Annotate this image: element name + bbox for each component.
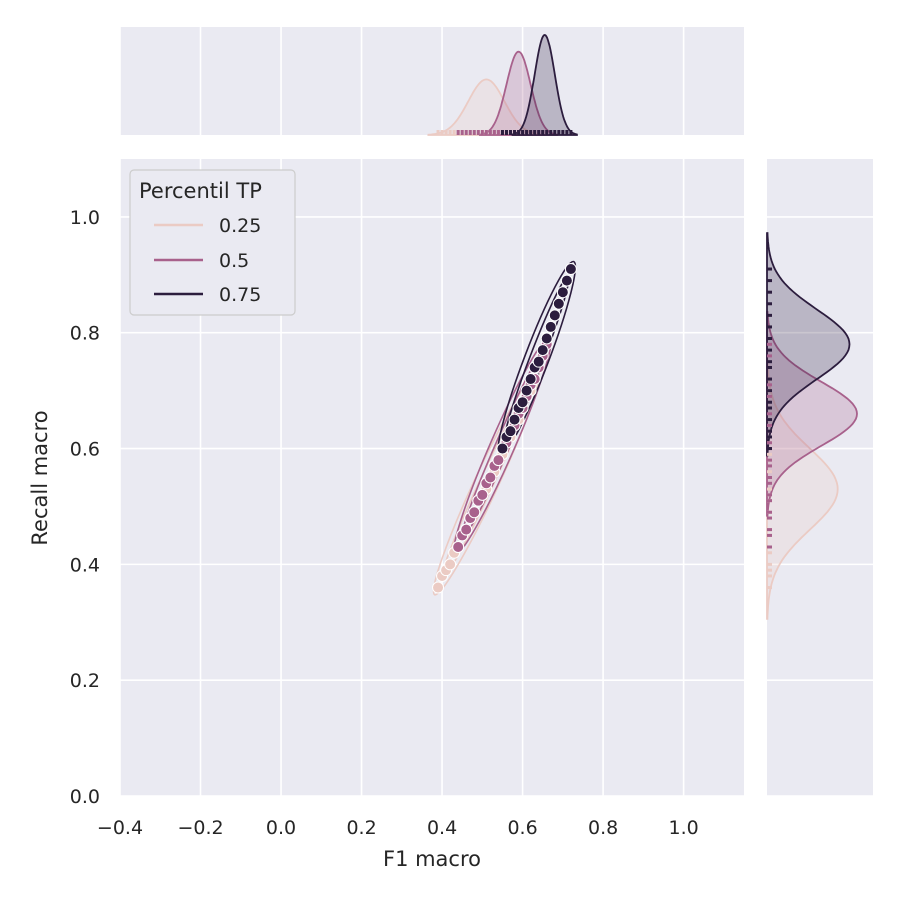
legend-label-0-25: 0.25: [219, 215, 261, 237]
top-marginal-kde: [427, 34, 578, 136]
point-0.25-3: [444, 558, 457, 571]
top-kde-0.5: [478, 50, 559, 136]
point-0.75-5: [516, 396, 529, 409]
top-marginal-area: [120, 27, 744, 135]
point-0.75-16: [560, 274, 573, 287]
point-0.75-14: [552, 297, 565, 310]
x-tick-label-3: 0.2: [346, 817, 376, 839]
point-0.75-0: [496, 442, 509, 455]
point-0.75-12: [544, 320, 557, 333]
x-tick-label-2: 0.0: [266, 817, 296, 839]
x-tick-label-6: 0.8: [588, 817, 618, 839]
point-0.5-0: [452, 540, 465, 553]
x-tick-label-5: 0.6: [507, 817, 537, 839]
point-0.5-2: [460, 523, 473, 536]
y-tick-label-2: 0.4: [70, 554, 100, 576]
point-0.75-9: [532, 355, 545, 368]
point-0.5-4: [468, 506, 481, 519]
point-0.75-13: [548, 309, 561, 322]
right-marginal-area: [767, 159, 873, 796]
point-0.75-2: [504, 425, 517, 438]
point-0.75-15: [556, 286, 569, 299]
legend: Percentil TP 0.25 0.5 0.75: [129, 169, 296, 316]
point-0.75-11: [540, 332, 553, 345]
point-0.75-6: [520, 384, 533, 397]
point-0.75-17: [564, 263, 577, 276]
y-tick-label-1: 0.2: [70, 670, 100, 692]
legend-label-0-75: 0.75: [219, 284, 261, 306]
point-0.5-6: [476, 488, 489, 501]
x-axis-title: F1 macro: [383, 847, 481, 871]
y-tick-label-4: 0.8: [70, 323, 100, 345]
y-tick-label-3: 0.6: [70, 439, 100, 461]
rug-marks: [436, 130, 772, 590]
x-tick-label-7: 1.0: [669, 817, 699, 839]
y-tick-label-5: 1.0: [70, 207, 100, 229]
point-0.5-10: [492, 454, 505, 467]
top-kde-0.75: [511, 34, 578, 136]
point-0.25-0: [432, 581, 445, 594]
legend-box: [129, 169, 296, 316]
point-0.75-3: [508, 413, 521, 426]
legend-title: Percentil TP: [139, 179, 262, 203]
scatter-points: [432, 263, 577, 594]
x-tick-label-0: −0.4: [97, 817, 143, 839]
right-kde-0.75: [766, 232, 851, 457]
y-axis-title: Recall macro: [28, 410, 52, 545]
legend-label-0-5: 0.5: [219, 250, 249, 272]
x-tick-labels: −0.4 −0.2 0.0 0.2 0.4 0.6 0.8 1.0: [97, 817, 699, 839]
point-0.5-8: [484, 471, 497, 484]
y-tick-label-0: 0.0: [70, 786, 100, 808]
y-tick-labels: 0.0 0.2 0.4 0.6 0.8 1.0: [70, 207, 100, 808]
point-0.75-10: [536, 344, 549, 357]
right-kde-0.25: [766, 358, 839, 620]
right-marginal-kde: [766, 232, 858, 620]
point-0.75-7: [524, 373, 537, 386]
right-kde-0.5: [766, 310, 858, 517]
x-tick-label-1: −0.2: [177, 817, 223, 839]
x-tick-label-4: 0.4: [427, 817, 457, 839]
